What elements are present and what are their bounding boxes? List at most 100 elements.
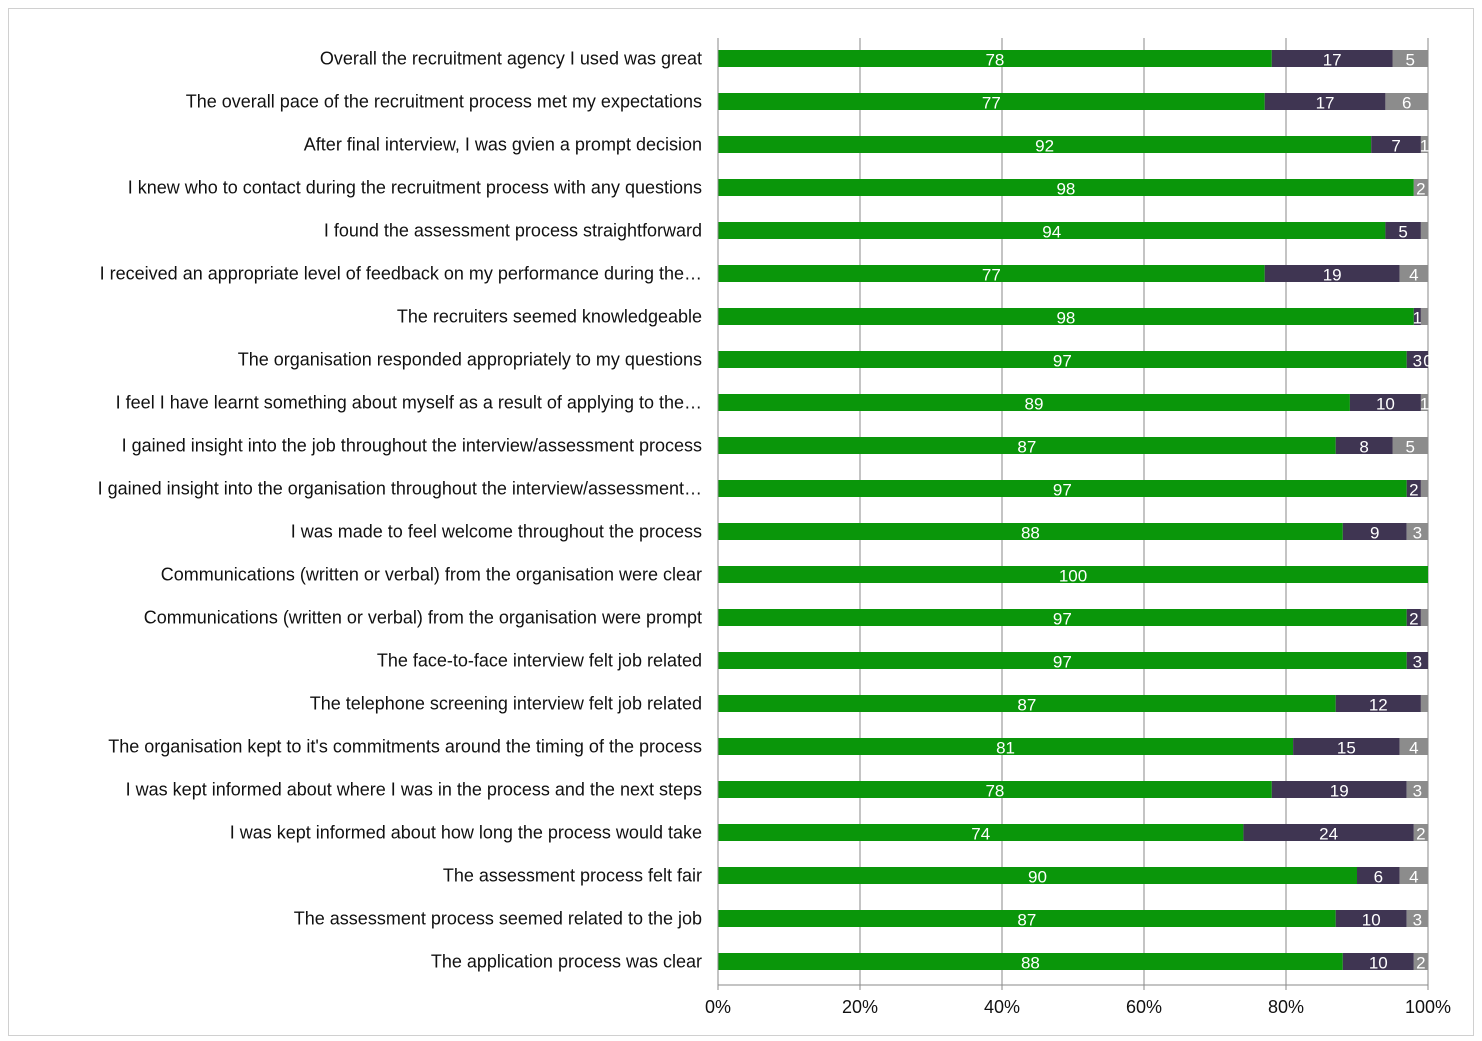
bar-segment [1399,738,1428,755]
bar-segment [718,652,1407,669]
bar-segment [1271,781,1407,798]
bar-segment [718,437,1336,454]
bar-segment [718,222,1386,239]
data-label: 17 [1316,94,1335,113]
bar-segment [1335,695,1421,712]
data-label: 1 [1420,395,1429,414]
data-label: 24 [1319,825,1338,844]
category-label: The overall pace of the recruitment proc… [186,92,702,112]
bar-segment [1392,437,1428,454]
category-label: I gained insight into the organisation t… [98,479,702,499]
data-label: 90 [1028,868,1047,887]
bar-segment [718,867,1357,884]
data-label: 3 [1413,524,1422,543]
category-label: I received an appropriate level of feedb… [100,264,702,284]
data-label: 92 [1035,137,1054,156]
data-label: 97 [1053,352,1072,371]
bar-segment [1385,222,1421,239]
bar-segment [1293,738,1400,755]
data-label: 17 [1323,51,1342,70]
bar-segment [1399,867,1428,884]
data-label: 87 [1017,438,1036,457]
bar-segment [1406,609,1421,626]
data-label: 6 [1402,94,1411,113]
data-label: 2 [1416,180,1425,199]
data-label: 4 [1409,868,1418,887]
data-label: 81 [996,739,1015,758]
data-label: 89 [1024,395,1043,414]
bar-segment [1349,394,1421,411]
bar-segment [1406,652,1428,669]
bar-segment [1420,136,1428,153]
data-label: 88 [1021,954,1040,973]
data-label: 5 [1398,223,1407,242]
data-label: 3 [1413,911,1422,930]
x-tick-label: 60% [1126,997,1162,1017]
data-label: 0 [1423,352,1432,371]
data-label: 8 [1359,438,1368,457]
data-label: 6 [1374,868,1383,887]
data-label: 10 [1362,911,1381,930]
x-tick-label: 0% [705,997,731,1017]
bar-segment [1420,222,1428,239]
data-label: 77 [982,94,1001,113]
bar-segment [718,523,1343,540]
data-label: 15 [1337,739,1356,758]
bar-segment [718,93,1265,110]
bar-segment [1264,93,1386,110]
category-label: I found the assessment process straightf… [324,221,702,241]
bar-segment [718,50,1272,67]
data-label: 100 [1059,567,1087,586]
data-label: 10 [1376,395,1395,414]
bar-segment [1371,136,1421,153]
category-label: The telephone screening interview felt j… [310,694,702,714]
data-label: 19 [1323,266,1342,285]
bar-segment [718,265,1265,282]
bar-segment [1243,824,1414,841]
category-label: Communications (written or verbal) from … [161,565,702,585]
data-label: 94 [1042,223,1061,242]
x-tick-label: 40% [984,997,1020,1017]
bar-segment [1420,308,1428,325]
category-label: Communications (written or verbal) from … [144,608,702,628]
bar-segment [718,179,1414,196]
bar-segment [1406,781,1428,798]
bar-segment [1342,953,1414,970]
bar-segment [1413,179,1428,196]
bar-segment [1406,523,1428,540]
bar-segment [1413,824,1428,841]
data-label: 2 [1409,610,1418,629]
data-label: 97 [1053,481,1072,500]
data-label: 3 [1413,653,1422,672]
data-label: 78 [985,782,1004,801]
bar-segment [1406,910,1428,927]
category-label: The organisation responded appropriately… [238,350,702,370]
bar-segment [1385,93,1428,110]
data-label: 78 [985,51,1004,70]
data-label: 97 [1053,610,1072,629]
bar-segment [718,953,1343,970]
category-label: The recruiters seemed knowledgeable [397,307,702,327]
data-label: 4 [1409,266,1418,285]
data-label: 88 [1021,524,1040,543]
bar-segment [718,781,1272,798]
data-label: 7 [1391,137,1400,156]
bar-segment [1420,695,1428,712]
data-label: 12 [1369,696,1388,715]
bar-segment [718,738,1294,755]
bar-segment [1413,308,1421,325]
bar-segment [1406,351,1428,368]
bar-segment [1413,953,1428,970]
category-label: The assessment process seemed related to… [294,909,702,929]
bar-segment [1406,480,1421,497]
bar-segment [1335,437,1393,454]
bar-segment [1399,265,1428,282]
bar-segment [1420,480,1428,497]
data-label: 2 [1416,954,1425,973]
bar-segment [1335,910,1407,927]
bar-segment [718,480,1407,497]
bar-segment [718,824,1244,841]
category-label: I knew who to contact during the recruit… [128,178,702,198]
category-label: I was kept informed about where I was in… [126,780,702,800]
